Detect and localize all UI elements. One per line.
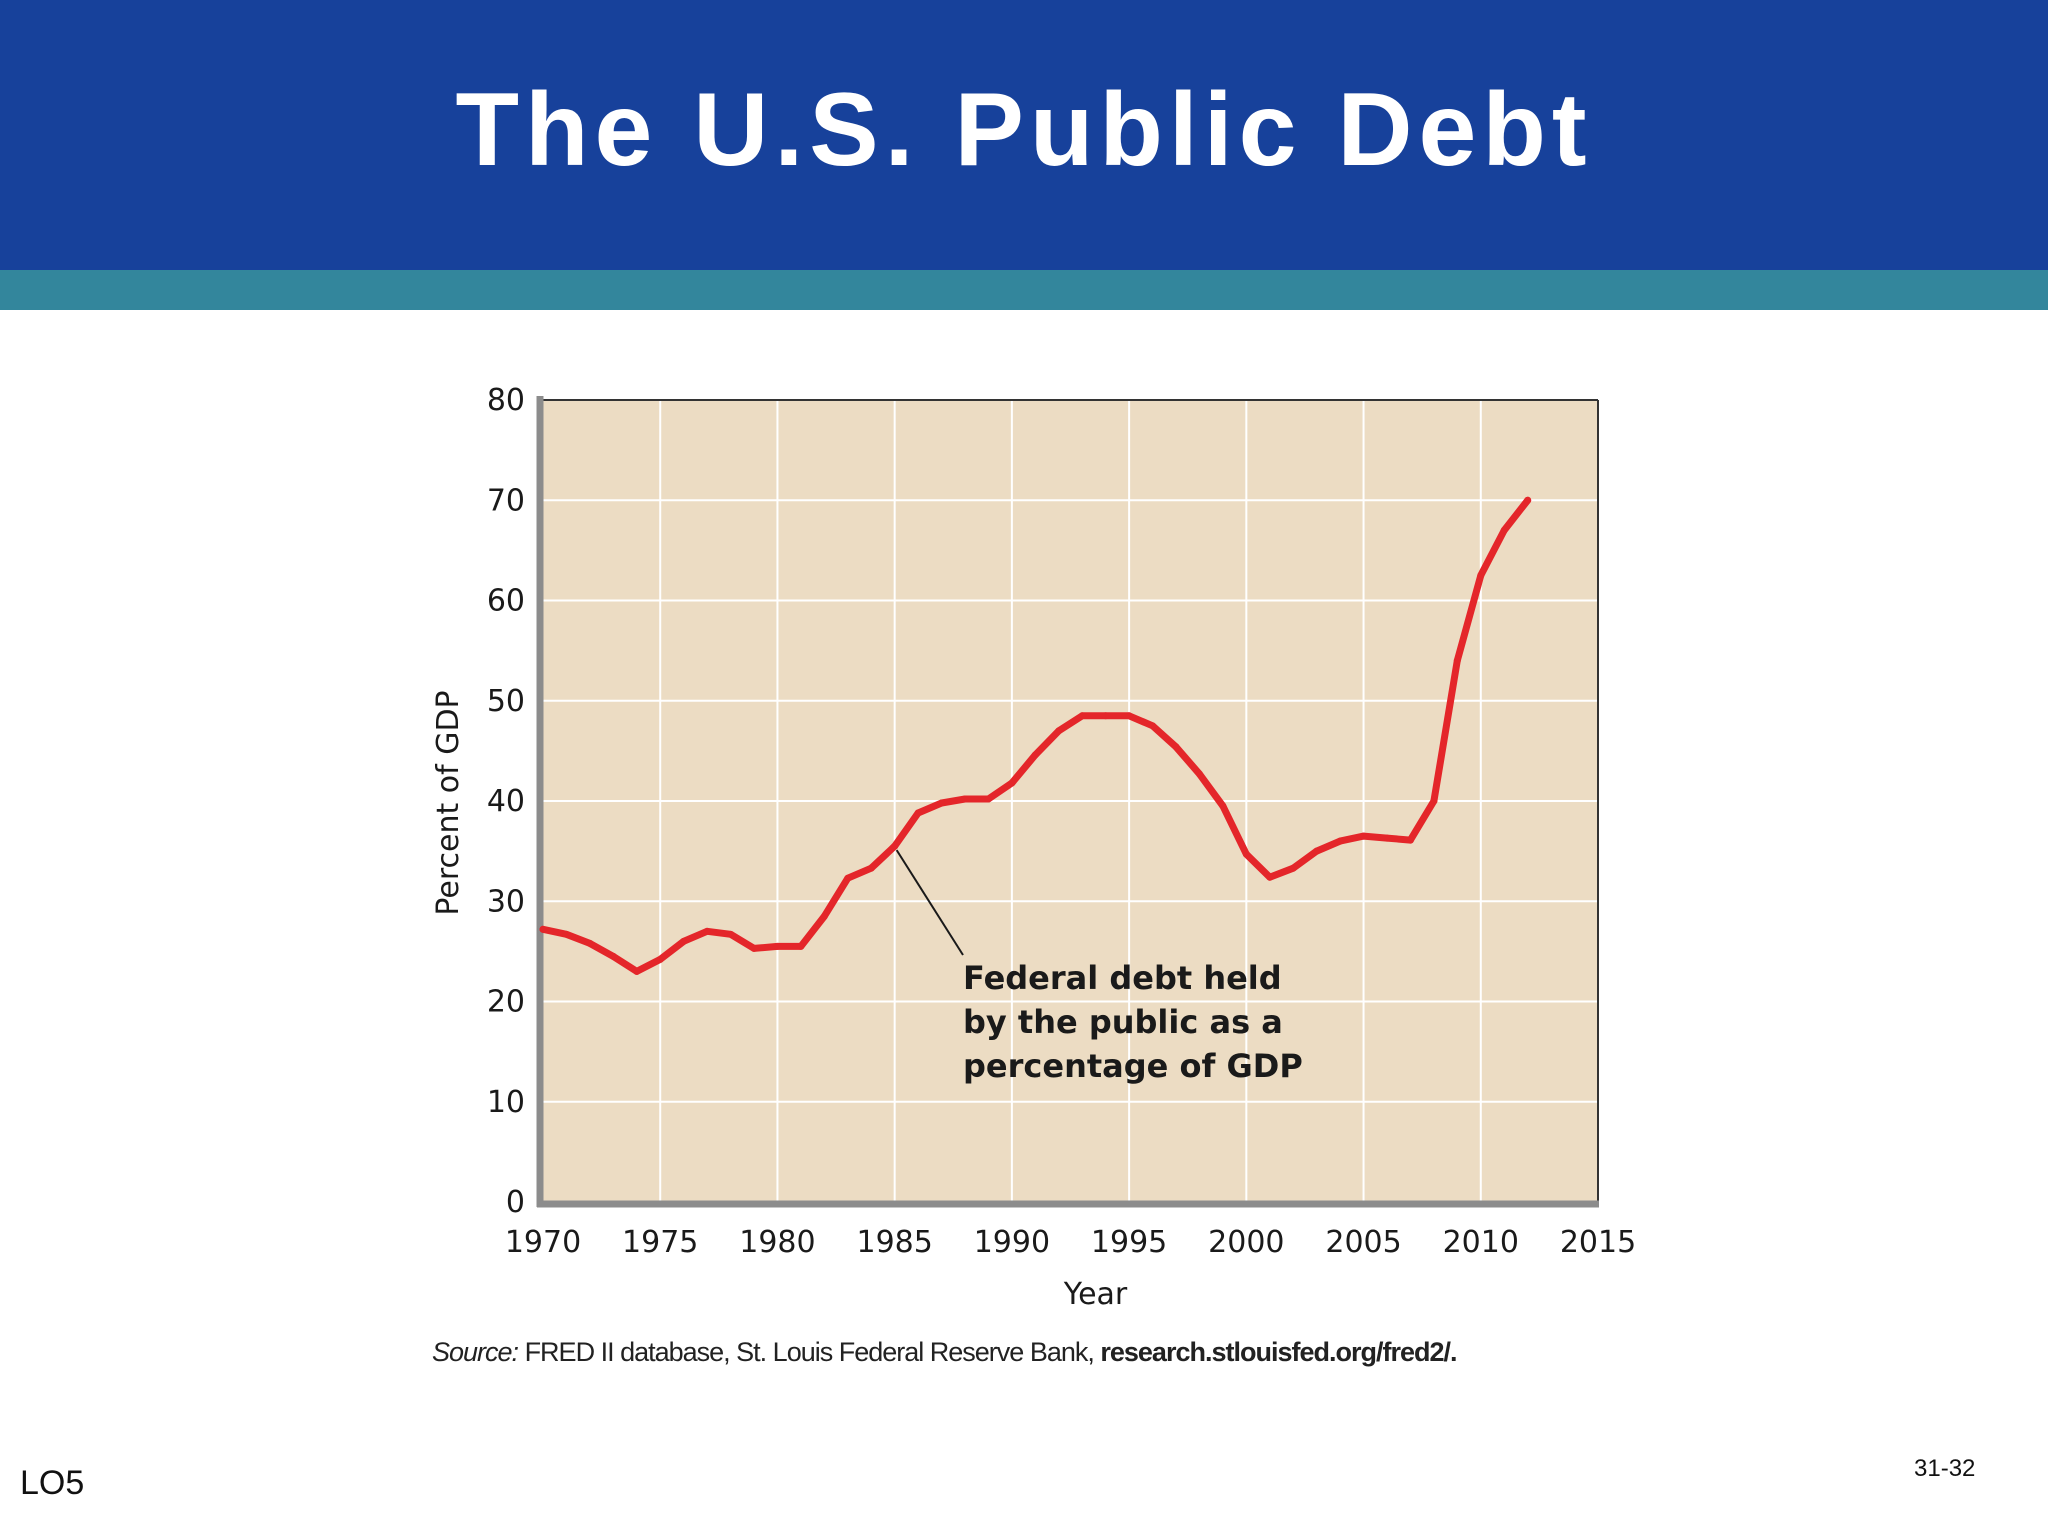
data-point <box>1313 847 1321 855</box>
y-tick-label: 80 <box>487 383 525 418</box>
data-point <box>633 967 641 975</box>
data-point <box>1430 797 1438 805</box>
learning-objective-tag: LO5 <box>20 1464 85 1502</box>
x-axis-title: Year <box>1063 1277 1128 1312</box>
data-point <box>703 927 711 935</box>
data-point <box>680 937 688 945</box>
y-tick-label: 70 <box>487 483 525 518</box>
data-point <box>1078 712 1086 720</box>
data-point <box>656 955 664 963</box>
y-tick-label: 10 <box>487 1085 525 1120</box>
source-label: Source: <box>432 1337 519 1367</box>
annotation-pointer <box>895 849 964 956</box>
data-point <box>1383 834 1391 842</box>
data-point <box>1125 712 1133 720</box>
x-tick-label: 1980 <box>739 1225 815 1260</box>
data-point <box>1008 779 1016 787</box>
data-point <box>1149 722 1157 730</box>
slide-title: The U.S. Public Debt <box>455 71 1593 188</box>
data-point <box>1289 864 1297 872</box>
x-tick-label: 1985 <box>856 1225 932 1260</box>
x-tick-label: 1990 <box>974 1225 1050 1260</box>
data-point <box>891 842 899 850</box>
data-point <box>773 942 781 950</box>
data-point <box>1360 832 1368 840</box>
x-tick-label: 2015 <box>1560 1225 1636 1260</box>
title-bar: The U.S. Public Debt <box>0 0 2048 270</box>
data-point <box>844 874 852 882</box>
data-point <box>1219 802 1227 810</box>
data-point <box>1453 657 1461 665</box>
data-point <box>1477 571 1485 579</box>
data-point <box>938 799 946 807</box>
x-tick-label: 1975 <box>622 1225 698 1260</box>
data-point <box>1266 873 1274 881</box>
x-tick-label: 2010 <box>1443 1225 1519 1260</box>
annotation-text-line: by the public as a <box>963 1003 1283 1041</box>
y-tick-label: 30 <box>487 884 525 919</box>
y-tick-label: 40 <box>487 784 525 819</box>
data-point <box>1195 770 1203 778</box>
data-point <box>1336 837 1344 845</box>
x-tick-label: 2005 <box>1325 1225 1401 1260</box>
y-tick-label: 0 <box>506 1185 525 1220</box>
data-point <box>1500 526 1508 534</box>
data-point <box>961 795 969 803</box>
data-point <box>586 939 594 947</box>
x-tick-label: 2000 <box>1208 1225 1284 1260</box>
source-text: FRED II database, St. Louis Federal Rese… <box>518 1337 1101 1367</box>
source-note: Source: FRED II database, St. Louis Fede… <box>432 1337 1732 1368</box>
annotation-text-line: percentage of GDP <box>963 1047 1303 1085</box>
slide-number: 31-32 <box>1914 1455 1976 1482</box>
data-point <box>727 930 735 938</box>
data-point <box>562 930 570 938</box>
y-tick-label: 50 <box>487 684 525 719</box>
data-point <box>750 944 758 952</box>
data-point <box>1055 727 1063 735</box>
data-point <box>1242 850 1250 858</box>
data-point <box>609 952 617 960</box>
accent-strip <box>0 270 2048 310</box>
data-point <box>914 809 922 817</box>
data-point <box>797 942 805 950</box>
data-point <box>820 912 828 920</box>
y-tick-label: 20 <box>487 985 525 1020</box>
data-point <box>1102 712 1110 720</box>
y-tick-label: 60 <box>487 584 525 619</box>
x-tick-label: 1995 <box>1091 1225 1167 1260</box>
data-point <box>539 925 547 933</box>
x-tick-label: 1970 <box>505 1225 581 1260</box>
data-point <box>1172 743 1180 751</box>
data-point <box>1524 496 1532 504</box>
data-point <box>1031 751 1039 759</box>
annotation-text-line: Federal debt held <box>963 959 1282 997</box>
data-point <box>984 795 992 803</box>
source-url: research.stlouisfed.org/fred2/. <box>1100 1337 1457 1367</box>
data-point <box>867 864 875 872</box>
data-point <box>1406 836 1414 844</box>
y-axis-title: Percent of GDP <box>431 690 466 915</box>
